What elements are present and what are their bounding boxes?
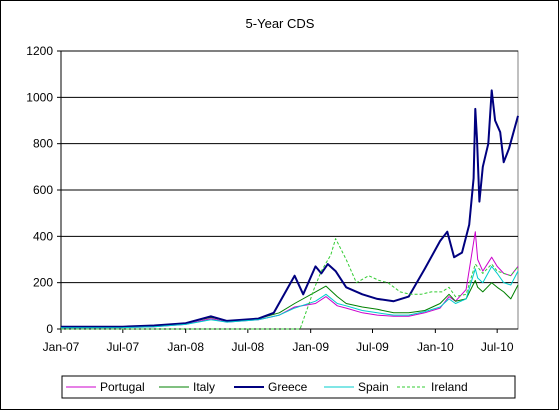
chart-title: 5-Year CDS — [246, 16, 315, 31]
legend-label-ireland: Ireland — [431, 380, 468, 394]
y-tick-label: 0 — [46, 322, 53, 336]
y-tick-label: 800 — [33, 137, 53, 151]
x-tick-label: Jan-09 — [292, 340, 329, 354]
x-tick-label: Jul-08 — [231, 340, 264, 354]
series-line-spain — [60, 265, 519, 329]
y-tick-label: 200 — [33, 276, 53, 290]
x-tick-label: Jan-10 — [417, 340, 454, 354]
legend-label-portugal: Portugal — [100, 380, 145, 394]
x-tick-label: Jan-08 — [167, 340, 204, 354]
legend: Portugal Italy Greece Spain Ireland — [66, 380, 468, 394]
y-axis-ticks: 0 200 400 600 800 1000 1200 — [26, 44, 61, 336]
grid-lines — [60, 50, 518, 330]
y-tick-label: 600 — [33, 183, 53, 197]
y-tick-label: 400 — [33, 229, 53, 243]
series-line-greece — [61, 89, 519, 328]
legend-label-italy: Italy — [193, 380, 215, 394]
series-line-ireland — [61, 238, 519, 330]
x-tick-label: Jul-10 — [481, 340, 514, 354]
series-lines — [60, 89, 519, 330]
x-axis-ticks: Jan-07 Jul-07 Jan-08 Jul-08 Jan-09 Jul-09 Jan-… — [43, 329, 514, 354]
y-tick-label: 1000 — [26, 90, 53, 104]
x-tick-label: Jul-09 — [356, 340, 389, 354]
legend-box — [61, 375, 516, 399]
legend-label-greece: Greece — [268, 380, 308, 394]
x-tick-label: Jan-07 — [43, 340, 80, 354]
legend-label-spain: Spain — [358, 380, 389, 394]
y-tick-label: 1200 — [26, 44, 53, 58]
x-tick-label: Jul-07 — [106, 340, 139, 354]
